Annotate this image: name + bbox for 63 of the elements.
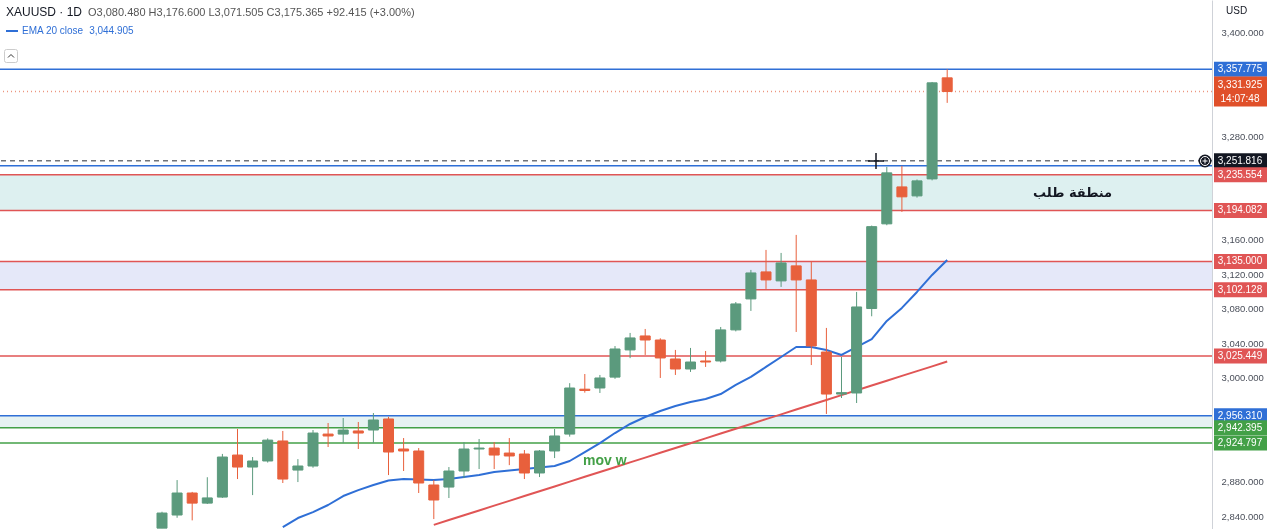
candlestick [352,421,364,450]
ref-line-label: 3,135.000 [1217,255,1263,267]
candlestick [549,428,561,459]
ref-line-label: 2,942.395 [1217,421,1263,433]
candlestick [836,356,847,399]
band-label: منطقة طلب [1033,184,1113,200]
candlestick [458,441,470,479]
candlestick [624,332,636,359]
ref-line-label: 3,235.554 [1217,168,1263,180]
candlestick [473,438,485,470]
y-tick-label: 2,840.000 [1221,510,1264,522]
y-tick-label: 3,040.000 [1221,337,1264,349]
annotation: O3,080.480 H3,176.600 L3,071.505 C3,175.365 +92.415 (+3.00%) [88,6,415,18]
candlestick [186,491,198,521]
y-tick-label: 3,280.000 [1221,130,1264,142]
candlestick [428,479,440,520]
candlestick [579,373,591,394]
y-tick-label: 3,080.000 [1221,303,1264,315]
ref-line-label: 3,025.449 [1217,350,1263,362]
ref-line-label: 2,956.310 [1217,409,1263,421]
candlestick [367,412,379,444]
y-axis-title: USD [1226,5,1248,16]
candlestick [443,466,455,499]
candlestick [760,249,772,290]
line-series [432,360,949,526]
ref-line-label: 3,357.775 [1217,63,1263,75]
ref-line-label: 3,331.925 14:07:48 [1217,78,1263,104]
candlestick [911,179,923,199]
y-tick-label: 3,120.000 [1221,268,1264,280]
candlestick [654,337,666,379]
candlestick [775,252,787,288]
candlestick [262,437,274,464]
candlestick [247,456,259,496]
y-tick-label: 3,000.000 [1221,372,1264,384]
candlestick [337,417,349,444]
candlestick [941,68,953,104]
y-tick-label: 3,400.000 [1221,27,1264,39]
candlestick [201,476,213,505]
y-tick-label: 3,160.000 [1221,234,1264,246]
ref-line-label: 3,251.816 [1217,154,1263,166]
candlestick [171,479,183,519]
candlestick [398,437,410,472]
candlestick [639,328,651,356]
ref-line-label: 3,102.128 [1217,283,1263,295]
candlestick [292,458,304,483]
candlestick [685,347,696,373]
candlestick [488,441,500,470]
candlestick [232,428,243,480]
text: 3,044.905 [89,25,134,36]
candlestick [669,349,681,376]
candlestick [534,449,545,478]
candlestick [594,374,606,394]
annotation: mov w [583,452,627,468]
text: XAUUSD · 1D [6,5,83,19]
candlestick [322,422,334,448]
candlestick [896,165,908,213]
candlestick [503,437,515,466]
candlestick [518,449,530,480]
y-tick-label: 2,880.000 [1221,476,1264,488]
legend-label: EMA 20 close [22,25,84,36]
ref-line-label: 2,924.797 [1217,436,1263,448]
candlestick [790,234,802,333]
ref-line-label: 3,194.082 [1217,204,1263,216]
